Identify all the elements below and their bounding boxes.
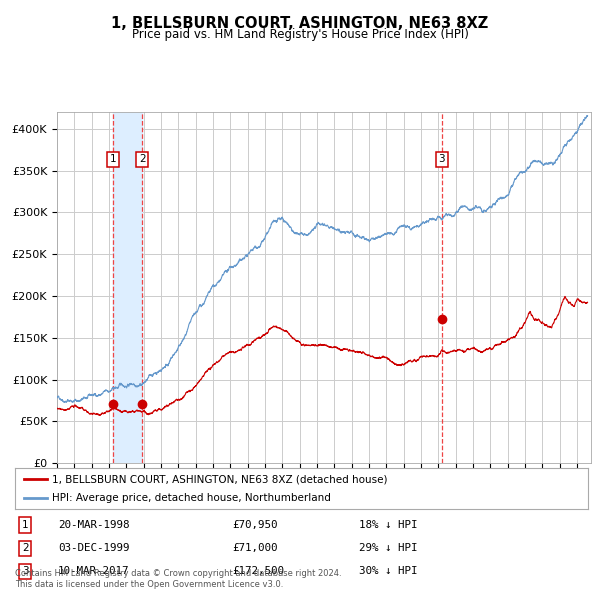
Text: 1: 1 <box>109 155 116 165</box>
Text: 3: 3 <box>439 155 445 165</box>
Text: 10-MAR-2017: 10-MAR-2017 <box>58 566 130 576</box>
Text: £172,500: £172,500 <box>233 566 285 576</box>
Text: 18% ↓ HPI: 18% ↓ HPI <box>359 520 418 530</box>
Text: 29% ↓ HPI: 29% ↓ HPI <box>359 543 418 553</box>
Text: £71,000: £71,000 <box>233 543 278 553</box>
Text: 2: 2 <box>22 543 29 553</box>
Text: 1: 1 <box>22 520 29 530</box>
Text: HPI: Average price, detached house, Northumberland: HPI: Average price, detached house, Nort… <box>52 493 331 503</box>
Bar <box>113 112 142 463</box>
Text: 2: 2 <box>139 155 146 165</box>
Text: 3: 3 <box>22 566 29 576</box>
Text: £70,950: £70,950 <box>233 520 278 530</box>
Text: 1, BELLSBURN COURT, ASHINGTON, NE63 8XZ (detached house): 1, BELLSBURN COURT, ASHINGTON, NE63 8XZ … <box>52 474 388 484</box>
Text: Price paid vs. HM Land Registry's House Price Index (HPI): Price paid vs. HM Land Registry's House … <box>131 28 469 41</box>
Text: 30% ↓ HPI: 30% ↓ HPI <box>359 566 418 576</box>
Text: Contains HM Land Registry data © Crown copyright and database right 2024.
This d: Contains HM Land Registry data © Crown c… <box>15 569 341 589</box>
Text: 1, BELLSBURN COURT, ASHINGTON, NE63 8XZ: 1, BELLSBURN COURT, ASHINGTON, NE63 8XZ <box>112 16 488 31</box>
Text: 20-MAR-1998: 20-MAR-1998 <box>58 520 130 530</box>
Text: 03-DEC-1999: 03-DEC-1999 <box>58 543 130 553</box>
